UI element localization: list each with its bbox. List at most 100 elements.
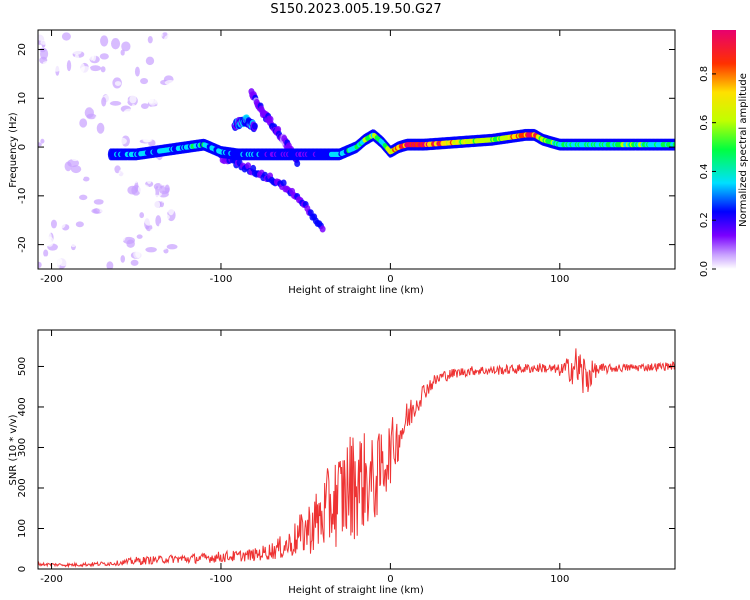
heatmap-cell bbox=[138, 164, 143, 171]
heatmap-cell bbox=[322, 111, 326, 120]
y-tick-label: 400 bbox=[17, 397, 28, 416]
heatmap-cell bbox=[122, 35, 130, 43]
heatmap-cell bbox=[237, 224, 242, 234]
heatmap-cell bbox=[140, 103, 149, 109]
heatmap-cell bbox=[143, 161, 153, 168]
heatmap-cell bbox=[229, 106, 235, 112]
heatmap-cell bbox=[327, 60, 331, 66]
heatmap-cell bbox=[327, 210, 334, 214]
heatmap-cell bbox=[250, 223, 256, 229]
heatmap-cell bbox=[194, 61, 200, 68]
heatmap-cell bbox=[147, 35, 153, 44]
heatmap-cell bbox=[312, 99, 320, 107]
heatmap-cell bbox=[216, 80, 223, 85]
heatmap-cell bbox=[126, 239, 135, 248]
heatmap-cell bbox=[188, 75, 195, 84]
heatmap-cell bbox=[116, 60, 121, 67]
heatmap-cell bbox=[61, 32, 71, 41]
heatmap-cell bbox=[312, 36, 320, 42]
x-tick-label: -100 bbox=[210, 574, 233, 585]
heatmap-cell bbox=[38, 33, 47, 41]
heatmap-cell bbox=[245, 81, 254, 89]
heatmap-cell bbox=[135, 222, 141, 234]
heatmap-cell bbox=[296, 61, 304, 68]
heatmap-cell bbox=[112, 182, 120, 191]
heatmap-cell bbox=[43, 256, 49, 265]
heatmap-cell bbox=[61, 180, 69, 191]
heatmap-cell bbox=[308, 141, 315, 146]
x-tick-label: 0 bbox=[387, 274, 393, 285]
heatmap-cell bbox=[251, 122, 258, 130]
heatmap-cell bbox=[164, 103, 175, 112]
heatmap-cell bbox=[226, 37, 235, 47]
heatmap-cell bbox=[149, 74, 155, 83]
heatmap-cell bbox=[104, 79, 110, 85]
heatmap-cell bbox=[165, 90, 172, 94]
heatmap-cell bbox=[138, 199, 144, 208]
heatmap-cell bbox=[50, 257, 63, 266]
heatmap-cell bbox=[52, 172, 59, 180]
heatmap-cell bbox=[47, 46, 52, 57]
heatmap-cell bbox=[311, 200, 317, 206]
heatmap-cell bbox=[119, 97, 129, 104]
heatmap-cell bbox=[245, 162, 252, 170]
heatmap-cell bbox=[46, 236, 54, 247]
heatmap-cell bbox=[61, 193, 68, 201]
heatmap-cell bbox=[54, 218, 66, 230]
heatmap-cell bbox=[70, 153, 80, 162]
heatmap-cell bbox=[192, 35, 199, 43]
heatmap-cell bbox=[210, 220, 215, 228]
heatmap-cell bbox=[38, 189, 47, 196]
heatmap-cell bbox=[133, 249, 141, 259]
heatmap-cell bbox=[260, 243, 268, 251]
heatmap-cell bbox=[183, 57, 193, 62]
heatmap-cell bbox=[73, 85, 82, 97]
heatmap-cell bbox=[153, 87, 157, 95]
heatmap-cell bbox=[100, 172, 110, 183]
heatmap-cell bbox=[38, 104, 47, 111]
heatmap-cell bbox=[42, 61, 54, 66]
heatmap-cell bbox=[100, 35, 109, 47]
heatmap-cell bbox=[270, 30, 274, 33]
heatmap-cell bbox=[139, 49, 148, 56]
heatmap-cell bbox=[100, 66, 106, 73]
colorbar-tick-label: 0.0 bbox=[699, 261, 710, 277]
heatmap-cell bbox=[80, 63, 85, 73]
colorbar-gradient bbox=[712, 30, 736, 269]
spectrogram-y-axis-label: Frequency (Hz) bbox=[8, 112, 19, 188]
heatmap-cell bbox=[232, 186, 240, 195]
heatmap-cell bbox=[222, 205, 229, 213]
x-tick-label: -200 bbox=[40, 574, 63, 585]
heatmap-cell bbox=[103, 230, 116, 239]
heatmap-cell bbox=[82, 151, 87, 159]
heatmap-cell bbox=[143, 137, 153, 143]
heatmap-cell bbox=[164, 184, 170, 194]
snr-panel: -200 -100 0 100 0 100 200 300 400 500 Height of s… bbox=[8, 329, 676, 596]
heatmap-cell bbox=[277, 189, 282, 193]
y-tick-label: 0 bbox=[17, 566, 28, 572]
heatmap-cell bbox=[185, 89, 194, 98]
heatmap-cell bbox=[170, 30, 177, 35]
heatmap-cell bbox=[313, 206, 319, 211]
heatmap-cell bbox=[164, 79, 176, 86]
heatmap-cell bbox=[280, 225, 289, 235]
heatmap-cell bbox=[82, 254, 93, 264]
heatmap-cell bbox=[43, 249, 49, 257]
heatmap-cell bbox=[94, 114, 103, 125]
heatmap-cell bbox=[75, 77, 85, 87]
heatmap-cell bbox=[211, 122, 218, 127]
heatmap-cell bbox=[185, 33, 192, 43]
heatmap-cell bbox=[328, 48, 334, 56]
heatmap-cell bbox=[169, 173, 173, 179]
heatmap-cell bbox=[85, 156, 91, 162]
heatmap-cell bbox=[264, 30, 269, 35]
heatmap-cell bbox=[106, 209, 112, 221]
heatmap-cell bbox=[90, 127, 96, 135]
heatmap-cell bbox=[128, 117, 140, 127]
heatmap-cell bbox=[263, 256, 271, 260]
heatmap-cell bbox=[45, 115, 52, 122]
heatmap-cell bbox=[121, 247, 132, 254]
heatmap-cell bbox=[291, 121, 297, 125]
heatmap-cell bbox=[154, 97, 164, 106]
